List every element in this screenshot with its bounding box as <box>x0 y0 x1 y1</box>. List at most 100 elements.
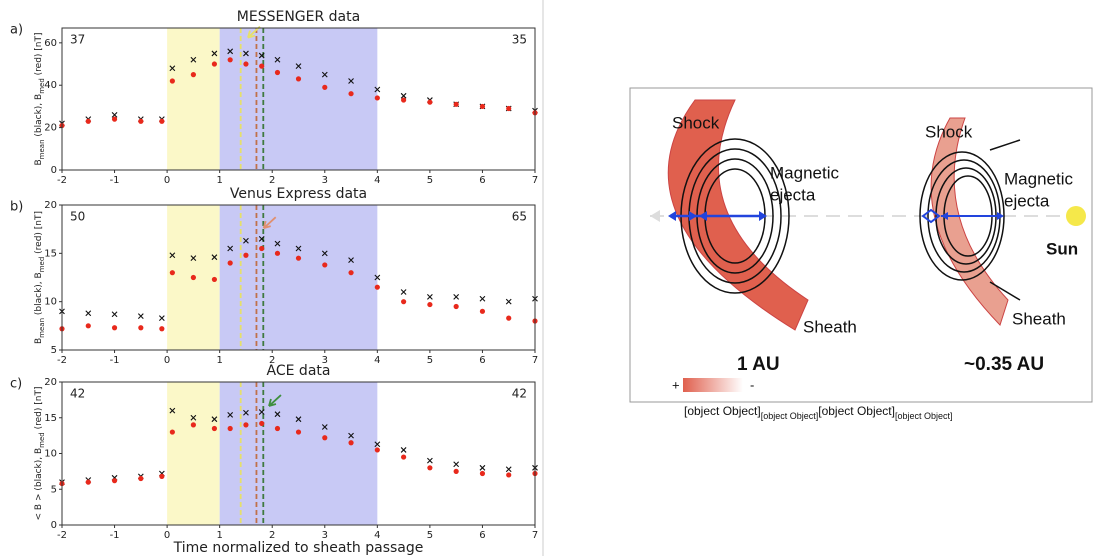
point <box>274 411 281 418</box>
y-tick-label: 10 <box>44 449 57 460</box>
point <box>259 63 265 69</box>
point <box>400 447 407 453</box>
y-axis-label-part: med <box>38 78 46 94</box>
y-tick-label: 5 <box>51 345 57 356</box>
point <box>169 65 176 72</box>
point <box>453 293 460 300</box>
point <box>274 250 281 256</box>
x-tick-label: 6 <box>479 530 485 541</box>
x-tick-label: -1 <box>110 175 120 186</box>
point <box>506 105 512 112</box>
y-tick-label: 0 <box>51 165 57 176</box>
shaded-span <box>219 28 378 170</box>
point <box>138 118 144 124</box>
shaded-span <box>219 205 378 350</box>
point <box>400 92 407 99</box>
point <box>243 237 249 244</box>
y-axis-label-part: (black), B <box>34 272 44 318</box>
point <box>505 466 512 473</box>
point <box>274 240 281 247</box>
point <box>258 235 265 242</box>
point <box>401 299 407 305</box>
label: Sheath <box>803 317 857 336</box>
point <box>169 407 176 414</box>
corner-label: 37 <box>70 33 85 47</box>
point <box>169 270 175 276</box>
x-tick-label: -1 <box>110 530 120 541</box>
point <box>348 257 354 263</box>
x-tick-label: 0 <box>164 530 170 541</box>
point <box>190 72 196 78</box>
label: Shock <box>925 122 973 141</box>
point <box>479 464 486 471</box>
point <box>227 412 234 418</box>
x-tick-label: 7 <box>532 355 538 366</box>
y-tick-label: 20 <box>44 200 57 211</box>
x-tick-label: 0 <box>164 355 170 366</box>
point <box>427 465 433 471</box>
point <box>348 432 354 439</box>
point <box>479 470 486 477</box>
point <box>243 422 249 428</box>
label: ~0.35 AU <box>964 354 1044 375</box>
point <box>322 84 328 90</box>
point <box>322 262 328 268</box>
point <box>321 71 328 78</box>
shaded-span <box>167 28 220 170</box>
point <box>274 69 281 76</box>
arrow-head <box>650 210 660 222</box>
point <box>295 63 302 70</box>
diagram: Shock Magnetic ejecta Sheath 1 AU Shock … <box>629 87 1093 421</box>
point <box>211 50 218 57</box>
label: Sun <box>1046 239 1078 258</box>
point <box>427 99 433 105</box>
x-tick-label: 5 <box>427 355 433 366</box>
x-axis-label: Time normalized to sheath passage <box>173 540 424 556</box>
y-tick-label: 20 <box>44 377 57 388</box>
point <box>158 315 165 321</box>
point <box>427 457 433 464</box>
corner-label: 42 <box>512 387 527 401</box>
point <box>227 260 233 266</box>
label: ejecta <box>770 185 816 204</box>
point <box>321 424 328 430</box>
corner-label: 42 <box>70 387 85 401</box>
point <box>401 454 407 460</box>
label: + <box>672 377 680 392</box>
y-tick-label: 15 <box>44 413 57 424</box>
point <box>427 293 433 300</box>
y-tick-label: 10 <box>44 297 57 308</box>
colorbar-label: [object Object][object Object][object Ob… <box>684 404 953 421</box>
point <box>453 461 460 468</box>
point <box>85 479 91 485</box>
x-tick-label: 6 <box>479 355 485 366</box>
point <box>374 447 380 453</box>
x-tick-label: 2 <box>269 175 275 186</box>
point <box>321 250 328 257</box>
point <box>348 91 354 97</box>
point <box>85 118 91 124</box>
corner-label: 50 <box>70 210 85 224</box>
y-axis-label-part: B <box>34 338 44 344</box>
point <box>505 298 512 305</box>
x-tick-label: 4 <box>374 175 380 186</box>
point <box>348 78 354 84</box>
y-tick-label: 15 <box>44 248 57 259</box>
y-axis-label-part: (red) [nT] <box>34 211 44 257</box>
label: Shock <box>672 113 720 132</box>
label: ejecta <box>1004 191 1050 210</box>
point <box>138 475 144 482</box>
y-axis-label-part: (red) [nT] <box>34 387 44 433</box>
corner-label: 65 <box>512 210 527 224</box>
point <box>211 254 218 261</box>
y-tick-label: 5 <box>51 484 57 495</box>
point <box>295 429 302 435</box>
point <box>85 323 91 329</box>
panel-label: a) <box>10 23 23 38</box>
point <box>479 103 486 110</box>
point <box>190 422 196 428</box>
y-axis-label-part: mean <box>38 139 46 159</box>
x-tick-label: 5 <box>427 530 433 541</box>
y-tick-label: 20 <box>44 123 57 134</box>
point <box>111 311 118 318</box>
